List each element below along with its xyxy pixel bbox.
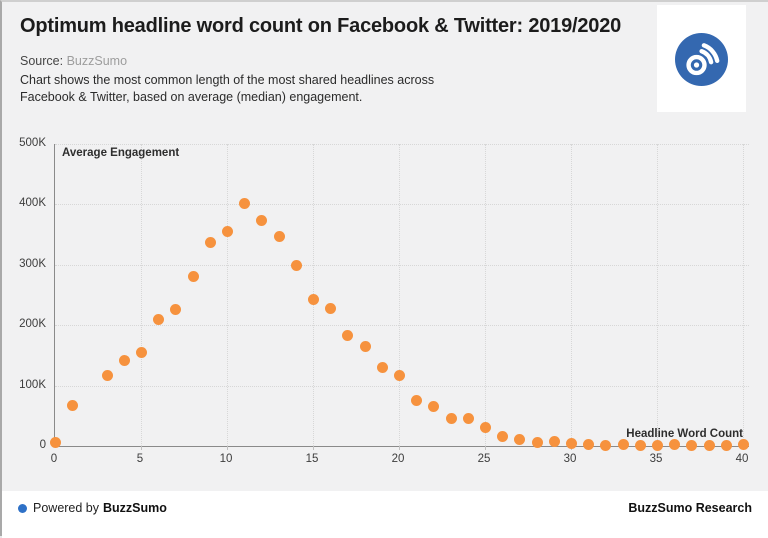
y-grid-line [55, 385, 749, 387]
data-point[interactable] [634, 439, 646, 451]
data-point[interactable] [738, 439, 749, 451]
x-grid-line [571, 144, 572, 446]
y-tick-label: 100K [19, 378, 46, 391]
data-point[interactable] [325, 303, 337, 315]
x-axis-title: Headline Word Count [626, 428, 743, 440]
x-tick-label: 35 [649, 453, 663, 465]
data-point[interactable] [686, 439, 698, 451]
data-point[interactable] [720, 439, 732, 451]
y-axis-title: Average Engagement [62, 147, 180, 159]
source-link[interactable]: BuzzSumo [66, 54, 128, 68]
data-point[interactable] [394, 369, 405, 381]
data-point[interactable] [652, 439, 663, 451]
data-point[interactable] [170, 304, 182, 316]
chart-description-line2: Facebook & Twitter, based on average (me… [20, 90, 363, 104]
x-grid-line [141, 144, 142, 446]
data-point[interactable] [462, 413, 474, 425]
buzzsumo-signal-icon [675, 33, 728, 86]
powered-by-link[interactable]: Powered by BuzzSumo [18, 501, 167, 515]
y-tick-label: 400K [19, 197, 46, 210]
powered-by-text: Powered by [33, 501, 100, 515]
research-label: BuzzSumo Research [628, 501, 752, 515]
data-point[interactable] [480, 421, 491, 433]
data-point[interactable] [600, 439, 612, 451]
data-point[interactable] [50, 436, 61, 448]
x-tick-mark [313, 446, 314, 450]
data-point[interactable] [566, 437, 577, 449]
y-tick-label: 200K [19, 318, 46, 331]
chart-description-line1: Chart shows the most common length of th… [20, 73, 435, 87]
data-point[interactable] [118, 355, 130, 367]
data-point[interactable] [617, 439, 629, 451]
powered-by-brand: BuzzSumo [103, 501, 167, 515]
data-point[interactable] [514, 434, 526, 446]
x-tick-label: 15 [305, 453, 319, 465]
data-point[interactable] [67, 399, 79, 411]
data-point[interactable] [153, 313, 165, 325]
data-point[interactable] [290, 259, 302, 271]
data-point[interactable] [445, 412, 457, 424]
y-grid-line [55, 204, 749, 206]
x-tick-label: 40 [735, 453, 749, 465]
x-grid-line [657, 144, 658, 446]
data-point[interactable] [342, 330, 354, 342]
y-tick-label: 500K [19, 137, 46, 149]
data-point[interactable] [256, 215, 268, 227]
data-point[interactable] [187, 270, 199, 282]
y-tick-label: 300K [19, 257, 46, 270]
data-point[interactable] [376, 361, 388, 373]
plot-area: Average Engagement Headline Word Count [50, 144, 749, 451]
data-point[interactable] [101, 369, 113, 381]
data-point[interactable] [669, 439, 681, 451]
data-point[interactable] [548, 436, 560, 448]
x-tick-label: 5 [136, 453, 144, 465]
x-tick-mark [399, 446, 400, 450]
x-tick-label: 25 [477, 453, 491, 465]
y-grid-line [55, 264, 749, 266]
data-point[interactable] [497, 430, 509, 442]
data-point[interactable] [204, 237, 216, 249]
x-tick-label: 20 [391, 453, 405, 465]
x-tick-label: 0 [50, 453, 58, 465]
y-grid-line [55, 144, 749, 145]
data-point[interactable] [239, 198, 251, 210]
x-tick-mark [485, 446, 486, 450]
y-grid-line [55, 325, 749, 327]
x-tick-label: 30 [563, 453, 577, 465]
blue-dot-icon [18, 503, 27, 513]
footer-bar: Powered by BuzzSumo BuzzSumo Research [2, 491, 768, 538]
x-grid-line [743, 144, 744, 446]
data-point[interactable] [583, 439, 595, 451]
data-point[interactable] [531, 436, 543, 448]
chart-region: Average Engagement Headline Word Count 0… [2, 137, 768, 465]
data-point[interactable] [308, 294, 319, 306]
x-grid-line [399, 144, 400, 446]
x-tick-mark [141, 446, 142, 450]
page-title: Optimum headline word count on Facebook … [20, 15, 622, 37]
source-line: Source: BuzzSumo [20, 54, 127, 68]
data-point[interactable] [222, 225, 233, 237]
x-grid-line [227, 144, 228, 446]
y-tick-label: 0 [39, 439, 46, 451]
x-tick-mark [227, 446, 228, 450]
data-point[interactable] [359, 340, 371, 352]
data-point[interactable] [428, 401, 440, 413]
data-point[interactable] [136, 347, 147, 359]
chart-description: Chart shows the most common length of th… [20, 72, 434, 106]
x-tick-label: 10 [219, 453, 233, 465]
data-point[interactable] [703, 439, 715, 451]
data-point[interactable] [411, 395, 423, 407]
data-point[interactable] [273, 230, 285, 242]
buzzsumo-logo[interactable] [657, 5, 746, 112]
source-label: Source: [20, 54, 64, 68]
x-grid-line [485, 144, 486, 446]
